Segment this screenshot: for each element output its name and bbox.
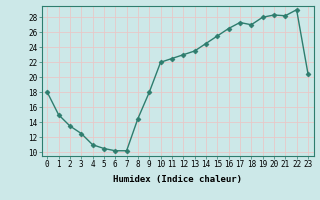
X-axis label: Humidex (Indice chaleur): Humidex (Indice chaleur) — [113, 175, 242, 184]
